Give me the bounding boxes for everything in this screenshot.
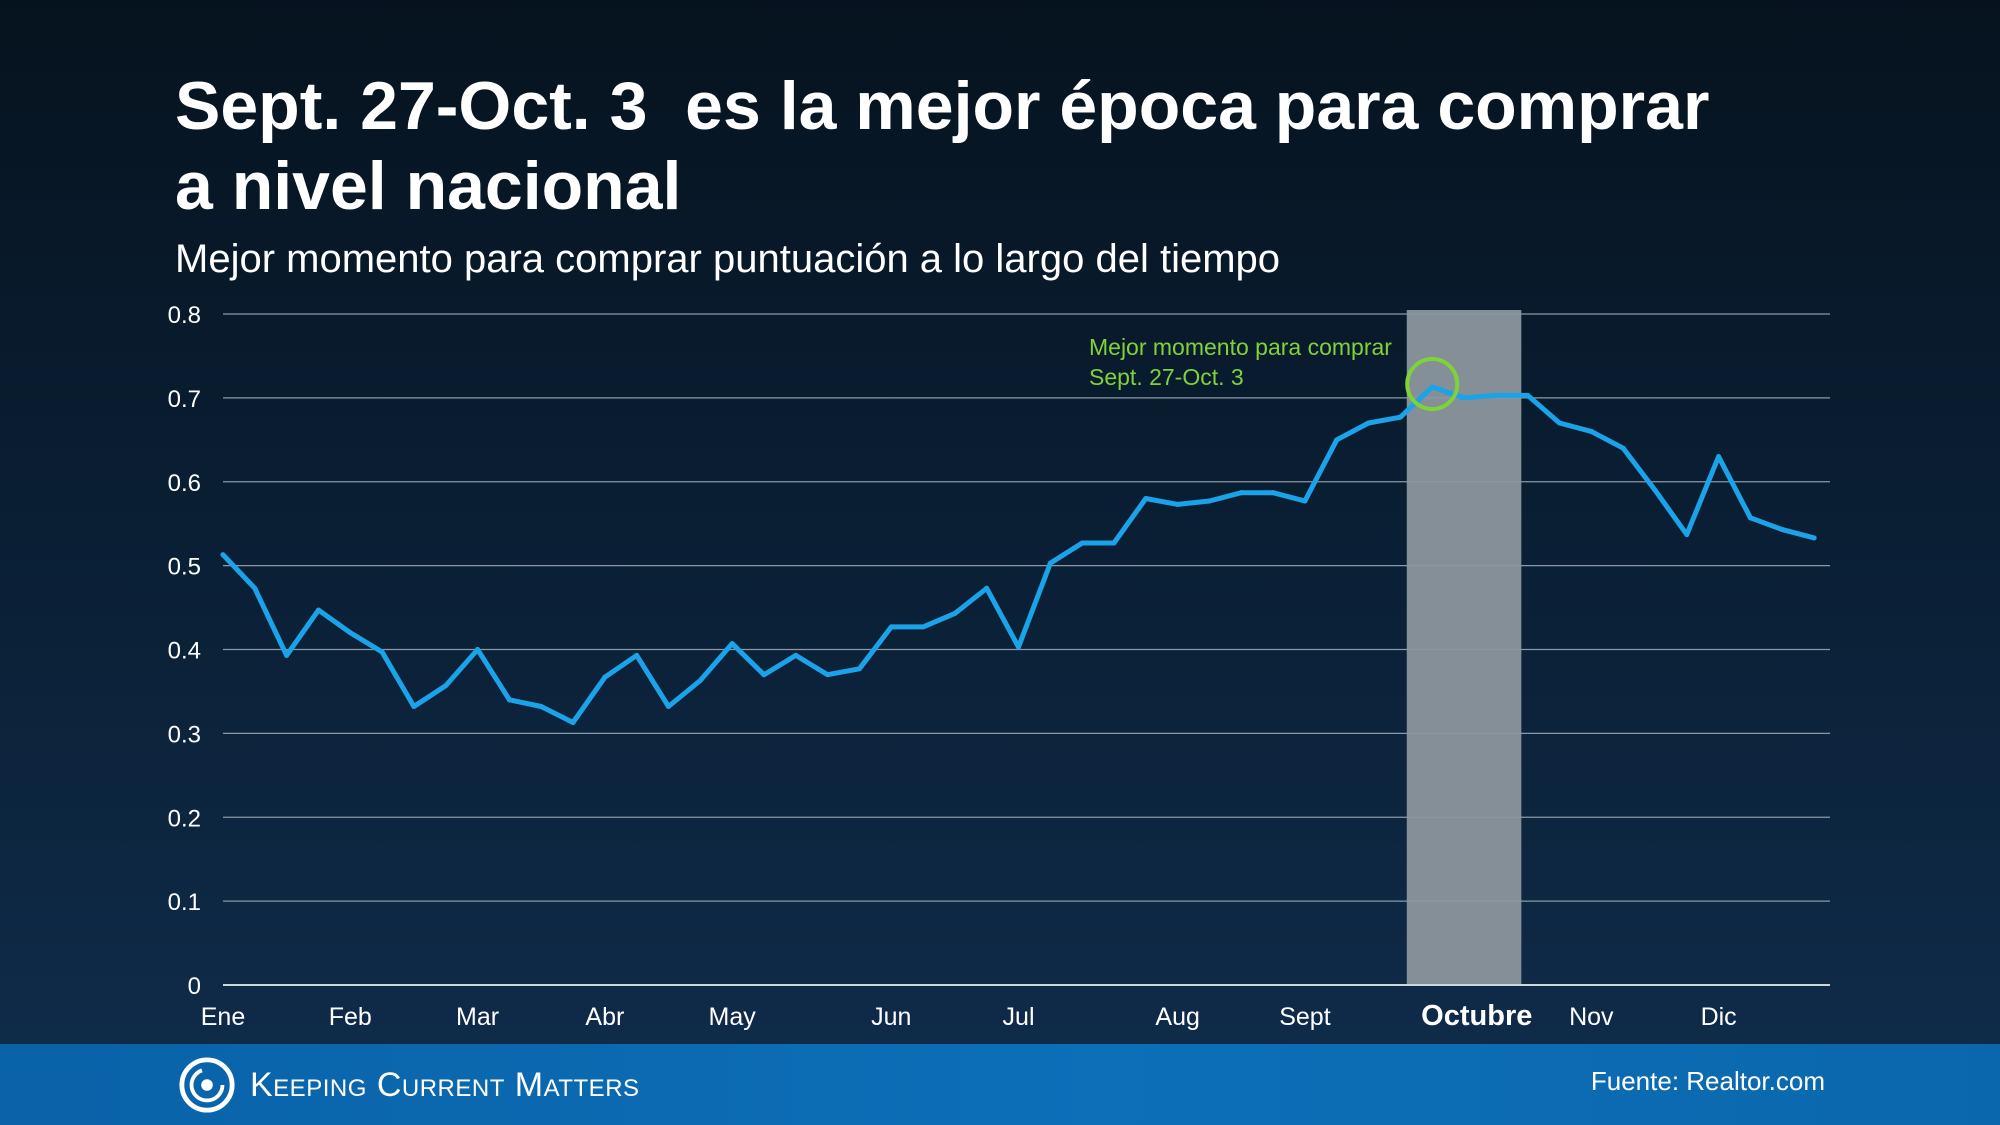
x-tick-label: Dic [1701,1003,1737,1031]
grid-layer [223,313,1830,986]
data-point [602,674,608,680]
data-point [1716,454,1722,460]
axis-layer: 0 0.1 0.2 0.3 0.4 0.5 0.6 0.7 0.8 Ene Feb Mar Abr May… [168,302,1737,1032]
data-point [1525,392,1531,398]
data-point [284,652,290,658]
data-point [1111,540,1117,546]
x-tick-label: Octubre [1421,1000,1532,1032]
data-point [475,647,481,652]
data-point [1557,420,1563,426]
data-point [252,585,258,591]
annotation-line-1: Mejor momento para comprar [1089,334,1392,360]
swirl-logo-icon [179,1057,235,1113]
brand-logo: Keeping Current Matters [178,1056,640,1114]
chart-subtitle: Mejor momento para comprar puntuación a … [175,237,1281,281]
y-tick-label: 0 [188,973,201,1000]
data-point [1143,496,1149,502]
data-point [1238,490,1244,496]
data-point [920,624,926,630]
line-chart: 0 0.1 0.2 0.3 0.4 0.5 0.6 0.7 0.8 Ene Feb Mar Abr May… [168,302,1830,1032]
data-point [1652,487,1658,493]
data-point [856,666,862,672]
data-point [506,697,512,703]
data-point [984,585,990,591]
data-point [347,630,353,636]
data-point [1493,392,1499,398]
data-point [1461,395,1467,401]
data-point [1270,490,1276,496]
data-point [443,683,449,689]
data-point [220,552,226,558]
data-point [729,641,735,647]
data-point [570,719,576,725]
data-point [1206,498,1212,504]
data-point [1175,501,1181,507]
x-tick-label: Jul [1003,1003,1035,1031]
data-point [952,610,958,616]
y-tick-label: 0.2 [168,805,201,832]
data-point [379,649,385,655]
data-point [1429,384,1435,390]
data-point [793,652,799,658]
data-point [666,704,672,710]
data-point [888,624,894,630]
data-point [538,704,544,710]
y-tick-label: 0.5 [168,554,201,581]
data-point [315,607,321,613]
data-point [1620,445,1626,451]
brand-name: Keeping Current Matters [250,1065,640,1104]
data-point [1588,428,1594,434]
data-point [1079,540,1085,546]
y-tick-label: 0.8 [168,302,201,329]
data-point [825,672,831,678]
data-point [1811,535,1817,541]
x-tick-label: May [709,1003,757,1031]
x-tick-label: Ene [201,1003,245,1031]
data-point [1747,515,1753,521]
x-tick-label: Nov [1569,1003,1614,1031]
x-tick-label: Abr [585,1003,624,1031]
data-point [1397,414,1403,420]
annotation-layer: Mejor momento para comprar Sept. 27-Oct. … [1089,334,1460,411]
x-tick-label: Mar [456,1003,499,1031]
annotation-circle [1405,356,1460,411]
x-tick-label: Jun [871,1003,911,1031]
x-tick-label: Aug [1155,1003,1199,1031]
source-citation: Fuente: Realtor.com [1590,1066,1825,1096]
data-point [1334,437,1340,443]
y-tick-label: 0.4 [168,638,201,665]
annotation-line-2: Sept. 27-Oct. 3 [1089,364,1244,390]
data-point [634,652,640,658]
page-title: Sept. 27-Oct. 3 es la mejor época para c… [175,66,1875,226]
y-tick-label: 0.7 [168,386,201,413]
x-tick-label: Sept [1279,1003,1330,1031]
data-point [1302,498,1308,504]
data-point [1779,527,1785,533]
series-line [220,384,1817,725]
x-tick-label: Feb [329,1003,372,1031]
y-tick-label: 0.1 [168,889,201,916]
y-tick-label: 0.3 [168,721,201,748]
title-line-2: a nivel nacional [175,148,682,224]
title-line-1: Sept. 27-Oct. 3 es la mejor época para c… [175,68,1710,144]
data-point [411,704,417,710]
footer-bar: Keeping Current Matters Fuente: Realtor.… [0,1044,2000,1125]
highlight-band-layer [1406,310,1522,985]
data-point [1047,560,1053,566]
data-point [697,678,703,684]
october-highlight-band [1406,310,1522,985]
data-point [761,672,767,678]
data-point [1684,532,1690,538]
series-layer [220,384,1817,725]
data-point [1366,420,1372,426]
y-tick-label: 0.6 [168,470,201,497]
data-point [1016,644,1022,650]
